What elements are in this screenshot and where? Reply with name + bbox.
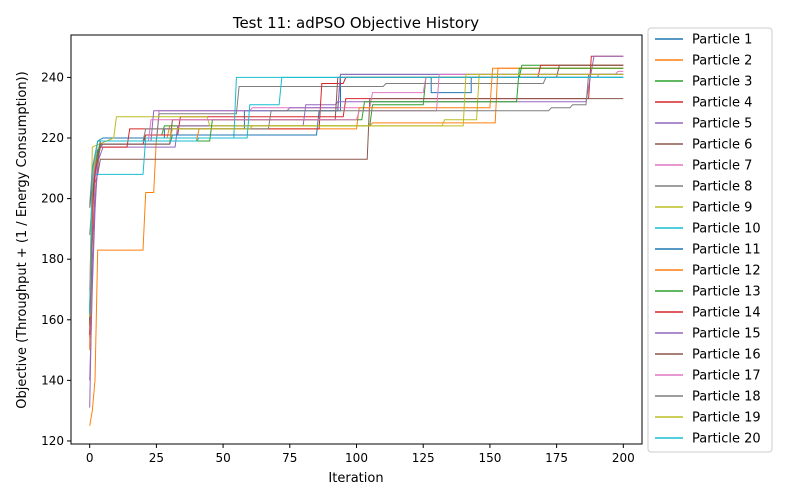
y-tick-label: 180: [41, 252, 64, 266]
x-tick-label: 100: [345, 451, 368, 465]
legend-entry-label: Particle 13: [692, 285, 761, 300]
series-line-particle-5: [89, 55, 624, 381]
axes: [70, 34, 643, 445]
x-axis-ticks: 0 25 50 75 100 125 150 175 200: [86, 444, 635, 465]
series-line-particle-2: [89, 67, 624, 426]
legend-frame: [647, 27, 773, 453]
x-tick-label: 200: [612, 451, 635, 465]
series-line-particle-15: [89, 73, 624, 408]
x-tick-label: 25: [149, 451, 164, 465]
legend: Particle 1 Particle 2 Particle 3 Particle 4…: [647, 27, 773, 453]
series-line-particle-9: [89, 73, 624, 305]
x-axis-label: Iteration: [328, 471, 383, 486]
legend-entry-label: Particle 8: [692, 180, 752, 195]
series-line-particle-14: [89, 64, 624, 335]
chart-title: Test 11: adPSO Objective History: [232, 14, 479, 32]
x-tick-label: 150: [478, 451, 501, 465]
legend-entry-label: Particle 7: [692, 159, 752, 174]
legend-entry-label: Particle 11: [692, 243, 761, 258]
series-line-particle-6: [89, 98, 624, 339]
series-line-particle-19: [89, 73, 624, 317]
x-tick-label: 125: [412, 451, 435, 465]
legend-entry-label: Particle 14: [692, 306, 761, 321]
legend-entry-label: Particle 19: [692, 411, 761, 426]
y-tick-label: 220: [41, 131, 64, 145]
legend-entry-label: Particle 5: [692, 117, 752, 132]
x-tick-label: 50: [215, 451, 230, 465]
legend-entry-label: Particle 2: [692, 54, 752, 69]
plot-area: [89, 55, 624, 426]
legend-entry-label: Particle 1: [692, 33, 752, 48]
series-line-particle-4: [89, 55, 624, 314]
series-line-particle-7: [89, 70, 624, 348]
y-tick-label: 140: [41, 373, 64, 387]
legend-entry-label: Particle 12: [692, 264, 761, 279]
y-tick-label: 120: [41, 434, 64, 448]
plot-frame: [70, 34, 643, 445]
series-line-particle-17: [89, 73, 624, 290]
legend-entry-label: Particle 17: [692, 369, 761, 384]
legend-entry-label: Particle 4: [692, 96, 752, 111]
y-axis-label: Objective (Throughput + (1 / Energy Cons…: [15, 71, 30, 408]
series-line-particle-20: [89, 76, 624, 314]
legend-entry-label: Particle 20: [692, 432, 761, 447]
y-tick-label: 160: [41, 313, 64, 327]
y-axis-ticks: 120 140 160 180 200 220 240: [41, 70, 71, 448]
legend-entry-label: Particle 6: [692, 138, 752, 153]
y-tick-label: 200: [41, 192, 64, 206]
legend-entry-label: Particle 9: [692, 201, 752, 216]
legend-entry-label: Particle 3: [692, 75, 752, 90]
x-tick-label: 0: [86, 451, 94, 465]
series-line-particle-8: [89, 76, 624, 236]
series-line-particle-3: [89, 64, 624, 323]
legend-entry-label: Particle 10: [692, 222, 761, 237]
legend-entry-label: Particle 15: [692, 327, 761, 342]
x-tick-label: 75: [282, 451, 297, 465]
series-line-particle-13: [89, 67, 624, 326]
x-tick-label: 175: [545, 451, 568, 465]
series-line-particle-11: [89, 73, 624, 311]
legend-entry-label: Particle 16: [692, 348, 761, 363]
y-tick-label: 240: [41, 70, 64, 84]
legend-entry-label: Particle 18: [692, 390, 761, 405]
